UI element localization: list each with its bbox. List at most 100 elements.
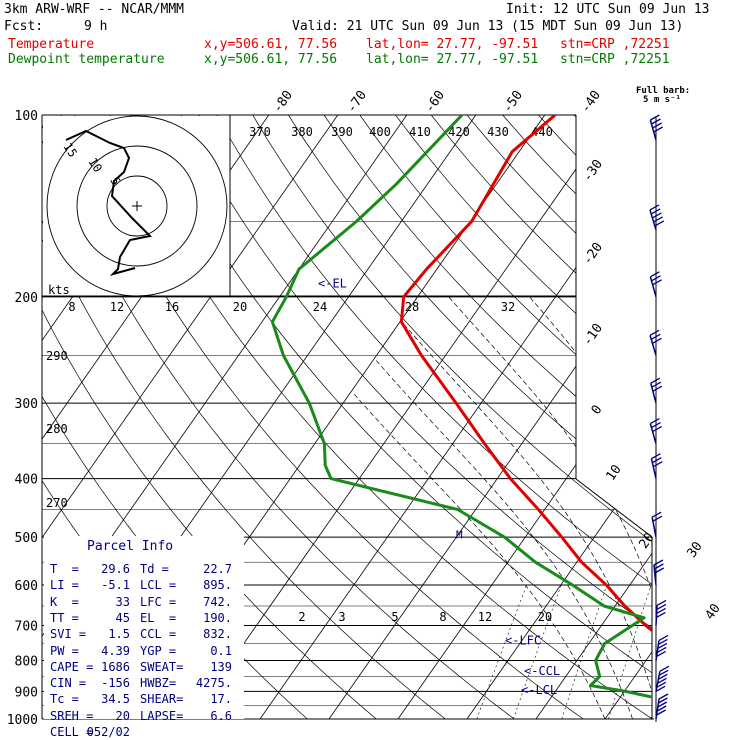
- forecast-hour: 9 h: [84, 19, 108, 34]
- wind-barb: [655, 665, 670, 692]
- hodograph-axis-label: 16: [165, 300, 179, 314]
- wind-barb: [649, 204, 665, 231]
- isotherm-label: 40: [702, 601, 723, 622]
- hodograph-ring-label: 10: [85, 155, 105, 175]
- dry-adiabat: [42, 115, 532, 719]
- isotherm: [259, 115, 652, 719]
- parcel-info-row: SREH = 20 LAPSE= 6.6: [50, 709, 240, 725]
- dry-adiabat: [42, 115, 462, 719]
- isotherm: [466, 115, 652, 719]
- wind-barb-flag: [656, 705, 667, 712]
- isotherm-label: -70: [344, 88, 370, 116]
- legend-temperature-station: stn=CRP ,72251: [560, 37, 670, 52]
- dry-adiabat: [609, 115, 652, 719]
- wind-barb-flag: [658, 669, 669, 676]
- isotherm: [397, 115, 652, 719]
- parcel-info-cell: 4.39: [101, 643, 130, 658]
- dry-adiabat: [430, 115, 652, 719]
- parcel-info-cell: 17.: [210, 692, 232, 707]
- pressure-label: 100: [15, 109, 38, 124]
- mixing-ratio-label: 5: [391, 610, 398, 624]
- theta-label: 430: [487, 125, 509, 139]
- parcel-info-row: TT = 45 EL = 190.: [50, 611, 240, 627]
- parcel-info-cell: 0.1: [210, 643, 232, 658]
- pressure-label: 700: [15, 619, 38, 634]
- temperature-trace: [399, 115, 652, 719]
- wind-barb-flag: [653, 559, 664, 566]
- wind-barb: [651, 511, 663, 538]
- barb-legend-title: Full barb:: [636, 86, 691, 96]
- wind-barb: [650, 453, 663, 479]
- mixing-ratio-label: 3: [338, 610, 345, 624]
- parcel-info-cell: YGP =: [140, 643, 177, 658]
- isotherm-label: -40: [578, 88, 604, 116]
- legend-temperature-xy: x,y=506.61, 77.56: [204, 37, 338, 52]
- parcel-info-cell: EL =: [140, 610, 177, 625]
- hodograph-axis-label: 32: [501, 300, 515, 314]
- wind-barb-flag: [656, 650, 666, 658]
- wind-barb: [655, 599, 667, 626]
- dry-adiabat: [288, 115, 652, 719]
- wind-barb-flag: [650, 114, 660, 121]
- parcel-info-cell: LCL =: [140, 578, 177, 593]
- parcel-info-cell: 33: [115, 594, 130, 609]
- wind-barb-shaft: [655, 671, 661, 692]
- legend-dewpoint-xy: x,y=506.61, 77.56: [204, 52, 338, 67]
- level-marker: <-LCL: [521, 683, 557, 697]
- wind-barb-flag: [652, 122, 662, 129]
- mixing-ratio-label: 20: [538, 610, 552, 624]
- theta-label: 410: [409, 125, 431, 139]
- mixing-ratio-label: 12: [478, 610, 492, 624]
- isotherm-label: 20: [636, 530, 657, 551]
- wind-barb: [649, 329, 662, 356]
- wind-barb-flag: [657, 673, 668, 680]
- parcel-info-row: T = 29.6 Td = 22.7: [50, 562, 240, 578]
- parcel-info-cell: TT =: [50, 610, 79, 625]
- wind-barb-flag: [652, 212, 662, 219]
- dry-adiabat: [73, 115, 602, 719]
- isotherm-label: -10: [580, 321, 606, 349]
- wind-barb-shaft: [655, 605, 658, 626]
- level-marker: <-LFC: [505, 634, 541, 648]
- parcel-info-cell: K =: [50, 594, 79, 609]
- parcel-info-cell: CELL =: [50, 725, 94, 739]
- isotherm-label: -20: [580, 240, 606, 268]
- isotherm: [190, 115, 615, 719]
- wind-barb-shaft: [650, 382, 657, 404]
- wind-barb-shaft: [649, 335, 657, 356]
- parcel-info-cell: 052/02: [86, 725, 130, 739]
- wind-barb-flag: [651, 118, 661, 125]
- wind-barb-shaft: [649, 209, 657, 231]
- parcel-info-cell: 20: [115, 708, 130, 723]
- dry-adiabat: [538, 115, 652, 719]
- parcel-info-cell: SREH =: [50, 708, 94, 723]
- wind-barb-flag: [650, 333, 661, 340]
- hodograph-axis-label: 28: [405, 300, 419, 314]
- pressure-label: 800: [15, 654, 38, 669]
- mixing-ratio-label: 8: [439, 610, 446, 624]
- wind-barb-flag: [654, 220, 665, 227]
- dry-adiabat: [180, 115, 652, 719]
- parcel-info-cell: 1686: [101, 659, 130, 674]
- wind-barb-flag: [652, 457, 662, 464]
- parcel-info-cell: 742.: [203, 594, 232, 609]
- hodograph-trace: [65, 129, 153, 276]
- hodograph-ring: [76, 145, 198, 267]
- parcel-info-row: Tc = 34.5 SHEAR= 17.: [50, 692, 240, 708]
- parcel-info-cell: Tc =: [50, 692, 79, 707]
- adiabat-label: 290: [46, 349, 68, 363]
- wind-barb: [655, 693, 669, 720]
- wind-barb-flag: [658, 693, 669, 700]
- parcel-info-cell: LI =: [50, 578, 79, 593]
- wind-barb-flag: [658, 638, 668, 646]
- pressure-label: 600: [15, 579, 38, 594]
- valid-time: Valid: 21 UTC Sun 09 Jun 13 (15 MDT Sun …: [292, 19, 684, 34]
- pressure-label: 400: [15, 473, 38, 488]
- dry-adiabat: [395, 115, 652, 719]
- wind-barb-flag: [651, 453, 661, 460]
- parcel-info-cell: CAPE =: [50, 659, 94, 674]
- adiabat-label: 280: [46, 422, 68, 436]
- dry-adiabat: [252, 115, 652, 719]
- dry-adiabat: [323, 115, 652, 719]
- pressure-label: 900: [15, 685, 38, 700]
